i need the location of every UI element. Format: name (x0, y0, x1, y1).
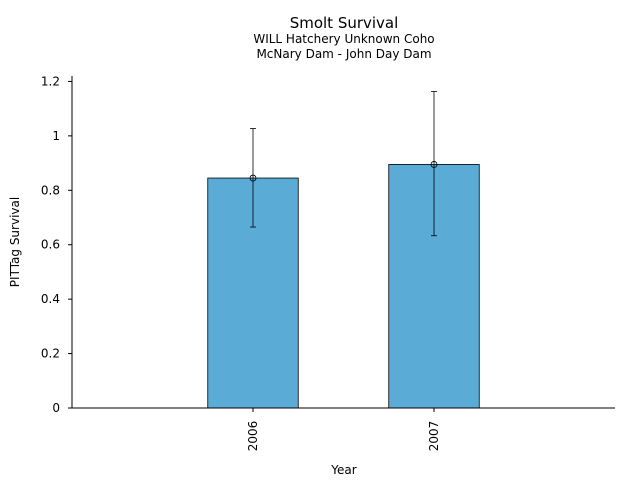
chart-title: Smolt Survival (290, 14, 399, 32)
y-axis-ticks: 0 0.2 0.4 0.6 0.8 1 1.2 (41, 74, 72, 415)
chart-subtitle-line-1: WILL Hatchery Unknown Coho (253, 32, 434, 46)
x-axis-label: Year (330, 463, 356, 477)
y-tick-label-0: 0 (52, 401, 60, 415)
x-axis-ticks: 2006 2007 (246, 408, 441, 451)
y-tick-label-5: 1 (52, 129, 60, 143)
error-bars-layer (249, 91, 438, 237)
x-tick-label-2007: 2007 (427, 421, 441, 452)
y-tick-label-3: 0.6 (41, 238, 60, 252)
y-axis-label: PITTag Survival (8, 197, 22, 287)
point-marker-2006 (249, 174, 257, 182)
y-tick-label-4: 0.8 (41, 183, 60, 197)
y-tick-label-2: 0.4 (41, 292, 60, 306)
point-marker-2007 (430, 161, 438, 168)
y-tick-label-1: 0.2 (41, 347, 60, 361)
bars-layer (207, 164, 480, 409)
y-tick-label-6: 1.2 (41, 74, 60, 88)
chart-subtitle-line-2: McNary Dam - John Day Dam (256, 47, 431, 61)
x-tick-label-2006: 2006 (246, 421, 260, 452)
